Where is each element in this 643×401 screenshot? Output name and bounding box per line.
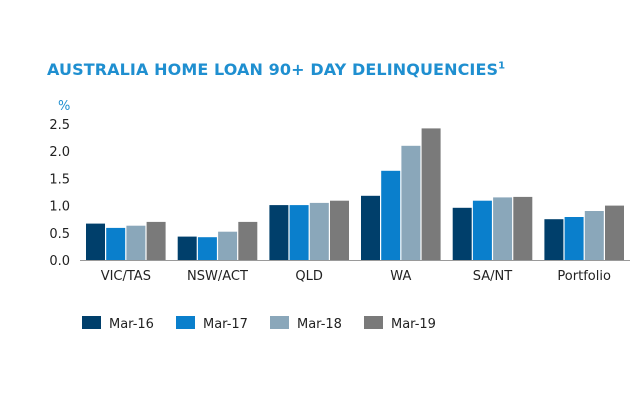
bar-qld-mar-18: [309, 202, 329, 260]
category-label: VIC/TAS: [101, 269, 151, 284]
y-axis-unit-label: %: [58, 99, 70, 114]
bar-wa-mar-18: [401, 145, 421, 260]
category-label: Portfolio: [557, 269, 611, 284]
bar-sa-nt-mar-18: [493, 197, 513, 260]
chart-title-superscript: 1: [498, 60, 506, 72]
bars-group: [86, 128, 624, 260]
chart-title: AUSTRALIA HOME LOAN 90+ DAY DELINQUENCIE…: [47, 60, 505, 79]
bar-portfolio-mar-16: [544, 219, 564, 260]
category-label: NSW/ACT: [187, 269, 248, 284]
y-tick-label: 0.0: [49, 254, 70, 269]
bar-sa-nt-mar-19: [513, 196, 533, 260]
category-label: WA: [390, 269, 411, 284]
legend-label: Mar-18: [297, 317, 342, 332]
bar-portfolio-mar-17: [564, 217, 584, 260]
y-tick-label: 1.5: [49, 172, 70, 187]
bar-qld-mar-16: [269, 205, 289, 260]
category-label: QLD: [295, 269, 323, 284]
legend-swatch: [176, 316, 195, 329]
y-tick-label: 2.0: [49, 145, 70, 160]
bar-vic-tas-mar-16: [86, 223, 105, 260]
bar-portfolio-mar-18: [584, 211, 604, 260]
bar-sa-nt-mar-17: [472, 200, 492, 260]
bar-nsw-act-mar-19: [238, 221, 258, 260]
bar-nsw-act-mar-18: [218, 231, 238, 260]
bar-qld-mar-19: [330, 200, 349, 260]
legend: Mar-16 Mar-17 Mar-18 Mar-19: [82, 316, 436, 332]
category-label: SA/NT: [473, 269, 512, 284]
bar-portfolio-mar-19: [605, 205, 624, 260]
bar-wa-mar-17: [381, 170, 401, 260]
legend-swatch: [364, 316, 383, 329]
legend-label: Mar-17: [203, 317, 248, 332]
chart-title-text: AUSTRALIA HOME LOAN 90+ DAY DELINQUENCIE…: [47, 60, 499, 79]
bar-vic-tas-mar-17: [106, 227, 126, 260]
y-tick-label: 0.5: [49, 227, 70, 242]
bar-sa-nt-mar-16: [452, 207, 472, 260]
bar-vic-tas-mar-18: [126, 225, 146, 260]
y-tick-label: 1.0: [49, 200, 70, 215]
bar-wa-mar-19: [421, 128, 441, 260]
bar-nsw-act-mar-17: [197, 237, 217, 260]
legend-swatch: [270, 316, 289, 329]
bar-vic-tas-mar-19: [146, 221, 166, 260]
legend-label: Mar-16: [109, 317, 154, 332]
bar-qld-mar-17: [289, 205, 309, 260]
legend-swatch: [82, 316, 101, 329]
legend-label: Mar-19: [391, 317, 436, 332]
y-tick-label: 2.5: [49, 118, 70, 133]
y-axis-ticks: 0.0 0.5 1.0 1.5 2.0 2.5: [49, 118, 70, 269]
category-labels: VIC/TAS NSW/ACT QLD WA SA/NT Portfolio: [101, 269, 611, 284]
bar-wa-mar-16: [361, 195, 380, 260]
bar-nsw-act-mar-16: [177, 236, 197, 260]
